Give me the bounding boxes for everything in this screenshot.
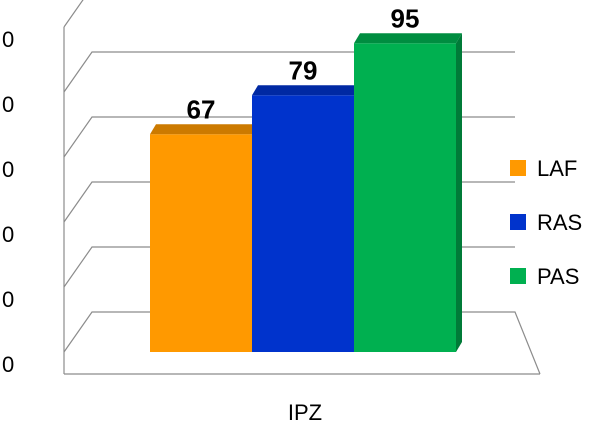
bar-pas-side [456,33,462,352]
y-tick-label: 0 [2,27,14,52]
legend-swatch-ras [510,214,526,230]
y-tick-label: 0 [2,352,14,377]
data-label-pas: 95 [391,3,420,33]
legend-label-laf: LAF [537,156,577,181]
y-tick-label: 0 [2,222,14,247]
legend-label-pas: PAS [537,264,579,289]
chart-bars: 67 79 95 [150,3,462,352]
y-tick-label: 0 [2,157,14,182]
bar-pas-top [354,33,462,44]
y-tick-label: 0 [2,92,14,117]
bar-laf [150,134,252,352]
legend-swatch-pas [510,268,526,284]
chart-legend: LAF RAS PAS [510,156,582,289]
data-label-laf: 67 [187,94,216,124]
bar-laf-top [150,124,258,135]
bar-ras-top [252,85,360,96]
y-tick-label: 0 [2,287,14,312]
legend-label-ras: RAS [537,210,582,235]
bar-ras [252,95,354,352]
x-category-label: IPZ [288,400,322,425]
gridline [63,0,84,28]
bar-pas [354,43,456,352]
x-axis-categories: IPZ [288,400,322,425]
y-axis-ticks: 0 0 0 0 0 0 [2,27,14,377]
data-label-ras: 79 [289,55,318,85]
legend-swatch-laf [510,160,526,176]
